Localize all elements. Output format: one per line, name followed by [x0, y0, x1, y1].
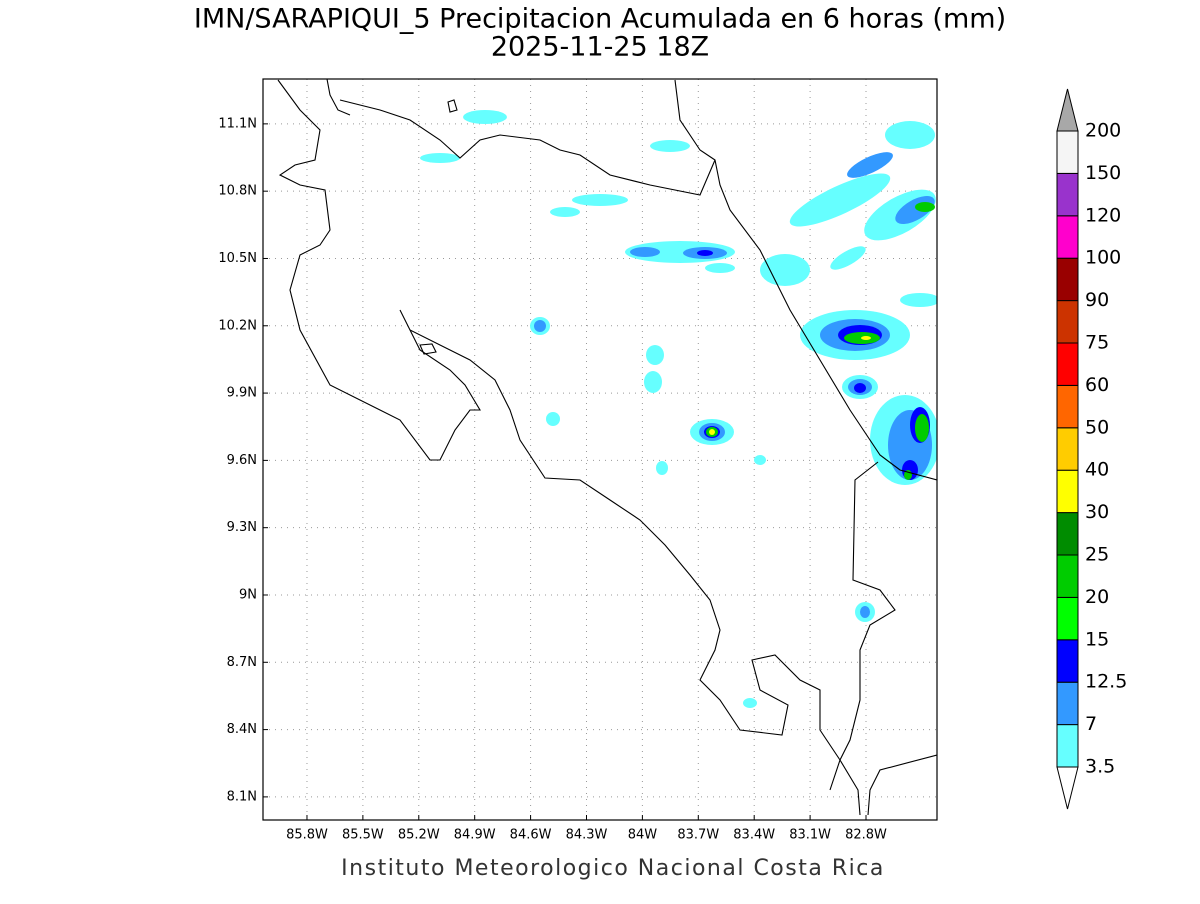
colorbar-label: 200: [1085, 120, 1121, 142]
colorbar-segment: [1056, 257, 1079, 302]
x-tick-label: 84.9W: [454, 828, 496, 843]
colorbar-segment: [1056, 554, 1079, 598]
x-tick-label: 84.6W: [510, 828, 552, 843]
colorbar-segment: [1056, 300, 1079, 344]
colorbar-segment: [1056, 215, 1079, 259]
colorbar-label: 150: [1085, 162, 1121, 184]
grid: [263, 79, 937, 820]
colorbar-label: 60: [1085, 374, 1109, 396]
colorbar-under: [1056, 766, 1079, 810]
title: IMN/SARAPIQUI_5 Precipitacion Acumulada …: [194, 4, 1006, 35]
colorbar-segment: [1056, 512, 1079, 556]
colorbar-label: 120: [1085, 204, 1121, 226]
colorbar-segment: [1056, 724, 1079, 768]
x-tick-label: 83.7W: [677, 828, 719, 843]
x-tick-label: 84.3W: [566, 828, 608, 843]
colorbar-over: [1056, 88, 1079, 132]
x-tick-label: 82.8W: [845, 828, 887, 843]
precipitation: [420, 110, 937, 708]
y-tick-label: 10.5N: [218, 251, 257, 266]
x-tick-label: 85.2W: [398, 828, 440, 843]
y-tick-label: 9.6N: [227, 453, 257, 468]
colorbar-label: 90: [1085, 289, 1109, 311]
colorbar-label: 75: [1085, 332, 1109, 354]
y-tick-label: 8.4N: [227, 722, 257, 737]
x-tick-label: 85.5W: [342, 828, 384, 843]
y-tick-label: 9N: [239, 587, 257, 602]
y-tick-label: 9.3N: [227, 520, 257, 535]
colorbar-label: 100: [1085, 247, 1121, 269]
axes: 85.8W 85.5W 85.2W 84.9W 84.6W 84.3W 84W 83.7W 83…: [218, 116, 887, 842]
colorbar-segment: [1056, 384, 1079, 429]
colorbar-label: 30: [1085, 501, 1109, 523]
x-tick-label: 85.8W: [286, 828, 328, 843]
colorbar-label: 15: [1085, 628, 1109, 650]
colorbar-label: 20: [1085, 586, 1109, 608]
coastline: [277, 79, 937, 816]
colorbar-segment: [1056, 427, 1079, 471]
colorbar-segment: [1056, 681, 1079, 726]
y-tick-label: 8.1N: [227, 789, 257, 804]
colorbar-label: 3.5: [1085, 756, 1115, 778]
colorbar-segment: [1056, 469, 1079, 514]
footer: Instituto Meteorologico Nacional Costa R…: [341, 856, 885, 881]
colorbar-label: 7: [1085, 713, 1097, 735]
x-tick-label: 83.1W: [789, 828, 831, 843]
colorbar-segment: [1056, 639, 1079, 683]
colorbar-label: 25: [1085, 544, 1109, 566]
colorbar-segment: [1056, 596, 1079, 641]
colorbar: 3.5 7 12.5 15 20 25 30 40 50 60 75 90 100 120 150 200: [1056, 88, 1127, 810]
y-tick-label: 10.8N: [218, 184, 257, 199]
x-tick-label: 84W: [628, 828, 658, 843]
colorbar-segment: [1056, 130, 1079, 174]
colorbar-segment: [1056, 172, 1079, 217]
colorbar-label: 50: [1085, 416, 1109, 438]
y-tick-label: 11.1N: [218, 116, 257, 131]
colorbar-label: 40: [1085, 459, 1109, 481]
y-tick-label: 9.9N: [227, 386, 257, 401]
colorbar-label: 12.5: [1085, 671, 1127, 693]
colorbar-segment: [1056, 342, 1079, 386]
subtitle: 2025-11-25 18Z: [491, 32, 709, 63]
map-frame: [262, 78, 938, 821]
y-tick-label: 10.2N: [218, 318, 257, 333]
y-tick-label: 8.7N: [227, 655, 257, 670]
x-tick-label: 83.4W: [733, 828, 775, 843]
